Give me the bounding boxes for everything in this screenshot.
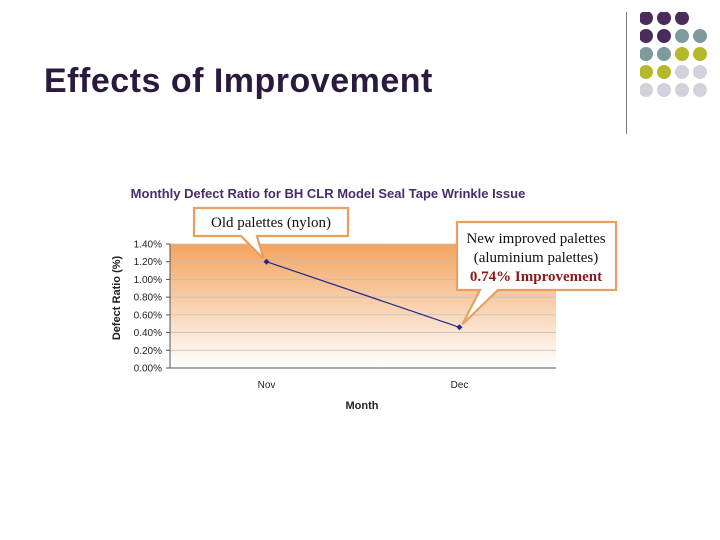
decorative-dot-grid [640, 12, 707, 97]
callout-improvement-text: 0.74% Improvement [470, 269, 602, 285]
decorative-dot [657, 47, 671, 61]
decorative-dot [657, 83, 671, 97]
callout-new-palettes-line1: New improved palettes [466, 231, 605, 247]
y-tick-label: 0.60% [134, 310, 162, 321]
decorative-dot [657, 65, 671, 79]
decorative-dot [675, 65, 689, 79]
decorative-dot [693, 29, 707, 43]
callout-old-palettes [192, 206, 350, 260]
y-tick-label: 1.40% [134, 240, 162, 251]
decorative-dot [675, 47, 689, 61]
decorative-dot [675, 83, 689, 97]
data-point [263, 258, 270, 265]
x-tick-label: Nov [258, 380, 276, 391]
y-tick-label: 0.20% [134, 346, 162, 357]
decorative-dot [693, 83, 707, 97]
callout-old-palettes-text: Old palettes (nylon) [211, 215, 331, 231]
series-line [266, 261, 460, 328]
y-tick-label: 1.00% [134, 275, 162, 286]
decorative-dot [640, 12, 653, 25]
decorative-dot [640, 65, 653, 79]
callout-new-palettes-line2: (aluminium palettes) [474, 250, 599, 266]
y-tick-label: 1.20% [134, 257, 162, 268]
slide-title: Effects of Improvement [44, 62, 433, 100]
decorative-dot [640, 83, 653, 97]
decorative-dot [693, 47, 707, 61]
data-point [456, 324, 463, 331]
decorative-dot [675, 29, 689, 43]
callout-new-palettes [455, 220, 618, 326]
chart-title: Monthly Defect Ratio for BH CLR Model Se… [131, 186, 526, 201]
y-axis-title: Defect Ratio (%) [111, 255, 123, 340]
decorative-dot [657, 12, 671, 25]
y-tick-label: 0.80% [134, 293, 162, 304]
decorative-dot [693, 65, 707, 79]
decorative-dot [675, 12, 689, 25]
x-axis-title: Month [346, 400, 379, 412]
x-tick-label: Dec [451, 380, 469, 391]
y-tick-label: 0.40% [134, 328, 162, 339]
defect-ratio-chart: Monthly Defect Ratio for BH CLR Model Se… [111, 186, 618, 412]
decorative-dot [640, 47, 653, 61]
decorative-dot [640, 29, 653, 43]
y-tick-label: 0.00% [134, 364, 162, 375]
decorative-divider-line [626, 12, 627, 134]
decorative-dot [657, 29, 671, 43]
